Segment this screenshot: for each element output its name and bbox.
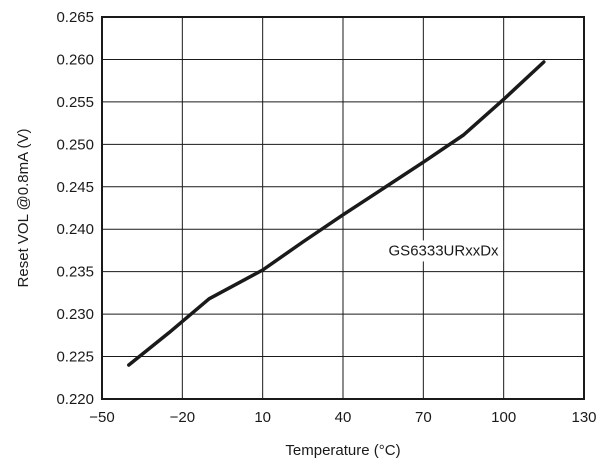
x-axis-ticks: −50 −20 10 40 70 100 130	[89, 409, 596, 426]
x-tick-label: 70	[415, 409, 432, 426]
y-axis-label: Reset VOL @0.8mA (V)	[15, 129, 32, 288]
y-tick-label: 0.240	[56, 221, 94, 238]
annotation-layer: GS6333URxxDx	[384, 240, 504, 262]
x-tick-label: −20	[170, 409, 195, 426]
y-tick-label: 0.255	[56, 94, 94, 111]
x-tick-label: 130	[571, 409, 596, 426]
y-axis-ticks: 0.220 0.225 0.230 0.235 0.240 0.245 0.250 0.255…	[56, 9, 94, 408]
x-tick-label: 100	[491, 409, 516, 426]
x-tick-label: 40	[335, 409, 352, 426]
annotation-background	[384, 240, 504, 262]
y-tick-label: 0.260	[56, 51, 94, 68]
x-axis-label: Temperature (°C)	[285, 442, 400, 459]
y-tick-label: 0.265	[56, 9, 94, 26]
series-annotation: GS6333URxxDx	[389, 242, 500, 259]
y-tick-label: 0.235	[56, 264, 94, 281]
y-tick-label: 0.250	[56, 136, 94, 153]
series-layer	[127, 60, 546, 367]
y-tick-label: 0.225	[56, 349, 94, 366]
x-tick-label: −50	[89, 409, 114, 426]
y-tick-label: 0.230	[56, 306, 94, 323]
grid	[102, 17, 584, 399]
y-tick-label: 0.245	[56, 179, 94, 196]
x-tick-label: 10	[254, 409, 271, 426]
plot-frame	[101, 16, 585, 400]
series-line	[127, 60, 546, 367]
y-tick-label: 0.220	[56, 391, 94, 408]
